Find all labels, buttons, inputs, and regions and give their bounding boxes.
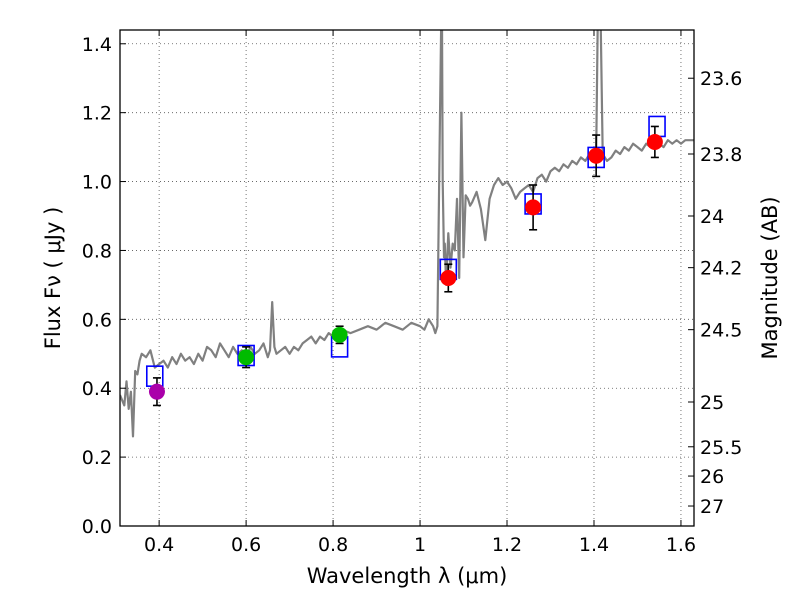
right-axis-title: Magnitude (AB) xyxy=(758,196,782,359)
magnitude-tick-label: 24 xyxy=(700,206,724,228)
y-tick-label: 0.8 xyxy=(82,240,112,262)
magnitude-tick-label: 26 xyxy=(700,466,724,488)
axes: 0.4 0.6 0.8 1 1.2 1.4 1.6 0.0 0.2 0.4 0.6 0.8 1.0 1.2… xyxy=(82,30,742,556)
observation-point xyxy=(331,326,348,343)
y-tick-label: 0.4 xyxy=(82,378,112,400)
x-tick-label: 1 xyxy=(414,534,426,556)
x-tick-label: 1.6 xyxy=(666,534,696,556)
magnitude-tick-label: 27 xyxy=(700,496,724,518)
y-axis-title: Flux Fν ( μJy ) xyxy=(41,207,65,350)
x-tick-label: 1.4 xyxy=(579,534,609,556)
observation-point xyxy=(440,270,457,286)
magnitude-tick-label: 25.5 xyxy=(700,437,742,459)
x-tick-label: 0.6 xyxy=(231,534,261,556)
magnitude-tick-label: 24.2 xyxy=(700,258,742,280)
y-tick-label: 1.0 xyxy=(82,172,112,194)
magnitude-tick-label: 25 xyxy=(700,392,724,414)
y-tick-label: 0.0 xyxy=(82,516,112,538)
x-tick-label: 1.2 xyxy=(492,534,522,556)
observation-point xyxy=(238,349,255,366)
y-tick-label: 0.6 xyxy=(82,309,112,331)
observation-point xyxy=(525,199,542,216)
x-tick-label: 0.8 xyxy=(318,534,348,556)
x-axis-title: Wavelength λ (μm) xyxy=(307,564,508,588)
y-tick-label: 1.4 xyxy=(82,34,112,56)
magnitude-tick-label: 23.6 xyxy=(700,68,742,90)
observation-point xyxy=(646,133,663,150)
plot-area xyxy=(120,30,694,438)
grid xyxy=(120,30,694,527)
magnitude-tick-label: 24.5 xyxy=(700,320,742,342)
magnitude-tick-label: 23.8 xyxy=(700,144,742,166)
spectrum-line xyxy=(120,30,694,438)
observation-point xyxy=(588,147,605,164)
observation-point xyxy=(148,383,165,400)
y-tick-label: 0.2 xyxy=(82,447,112,469)
x-tick-label: 0.4 xyxy=(144,534,174,556)
y-tick-label: 1.2 xyxy=(82,103,112,125)
plot-frame xyxy=(119,29,695,527)
